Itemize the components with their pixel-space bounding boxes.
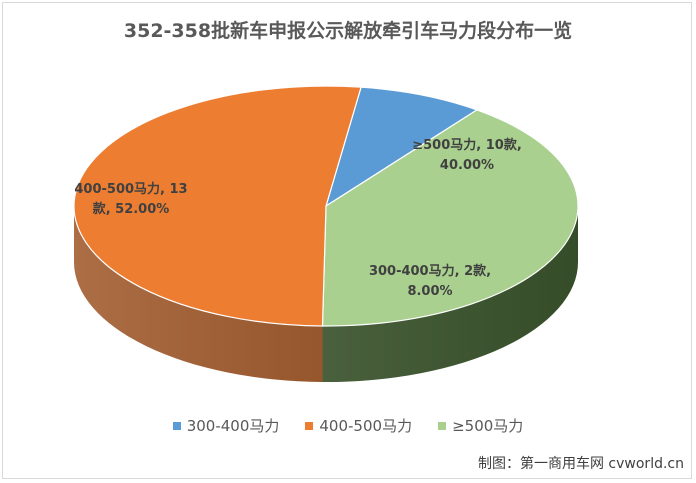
data-label-2-line-0: 400-500马力, 13 bbox=[74, 181, 187, 197]
pie-top bbox=[73, 85, 579, 327]
pie-side-shading bbox=[74, 206, 578, 382]
legend-label-300-400: 300-400马力 bbox=[186, 417, 280, 435]
data-label-2-line-1: 款, 52.00% bbox=[93, 201, 170, 217]
legend: 300-400马力 400-500马力 ≥500马力 bbox=[0, 415, 696, 436]
data-label-0-line-1: 8.00% bbox=[407, 284, 452, 299]
data-label-1-line-0: ≥500马力, 10款, bbox=[412, 137, 522, 153]
slice-2 bbox=[73, 85, 362, 327]
credit-text: 制图：第一商用车网 cvworld.cn bbox=[477, 456, 684, 472]
data-label-0-line-0: 300-400马力, 2款, bbox=[369, 263, 491, 279]
data-label-1-line-1: 40.00% bbox=[440, 158, 494, 173]
slice-0 bbox=[324, 86, 479, 208]
legend-item-400-500: 400-500马力 bbox=[305, 415, 412, 436]
legend-swatch-300-400 bbox=[172, 421, 181, 430]
slice-1 bbox=[321, 109, 579, 327]
legend-label-400-500: 400-500马力 bbox=[319, 417, 413, 435]
data-label-0: 300-400马力, 2款, 8.00% bbox=[369, 263, 491, 299]
legend-label-500plus: ≥500马力 bbox=[452, 417, 524, 435]
legend-swatch-400-500 bbox=[305, 421, 314, 430]
legend-swatch-500plus bbox=[438, 421, 447, 430]
data-label-2: 400-500马力, 13 款, 52.00% bbox=[74, 181, 187, 217]
pie-sides bbox=[74, 206, 578, 383]
legend-item-500plus: ≥500马力 bbox=[438, 415, 523, 436]
data-label-1: ≥500马力, 10款, 40.00% bbox=[412, 137, 522, 173]
legend-item-300-400: 300-400马力 bbox=[172, 415, 280, 436]
chart-title: 352-358批新车申报公示解放牵引车马力段分布一览 bbox=[123, 20, 573, 42]
